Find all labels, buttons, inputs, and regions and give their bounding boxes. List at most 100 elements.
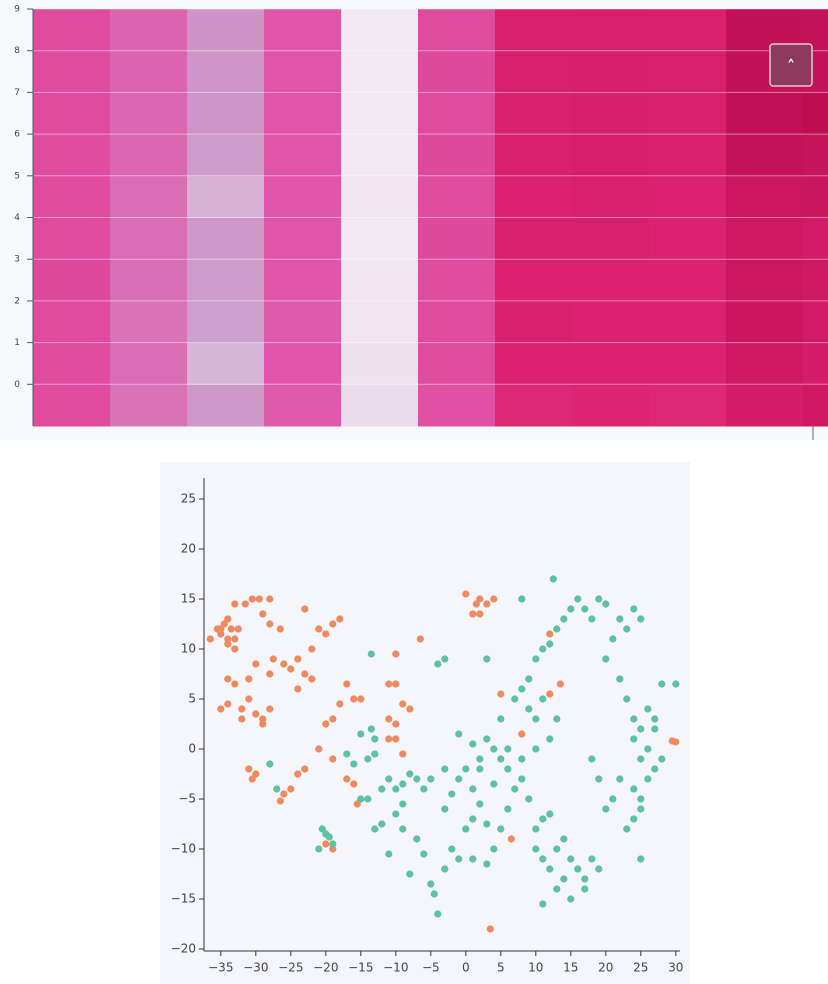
heatmap-cell [341, 9, 419, 52]
scatter-point [483, 655, 491, 663]
scatter-point [553, 625, 561, 633]
heatmap-cell [264, 384, 342, 427]
heatmap-cell [418, 300, 496, 344]
heatmap-cell [649, 259, 727, 302]
scroll-button-box[interactable] [769, 43, 813, 87]
heatmap-cell [726, 217, 804, 260]
scatter-point [672, 738, 680, 746]
heatmap-cell [264, 50, 342, 93]
scatter-panel [160, 462, 690, 984]
y-tick-label: 1 [14, 338, 20, 348]
scatter-point [448, 790, 456, 798]
scatter-point [462, 825, 470, 833]
scatter-point [672, 680, 680, 688]
scatter-point [266, 670, 274, 678]
scatter-point [469, 740, 477, 748]
heatmap-cell [33, 175, 111, 218]
scatter-point [476, 765, 484, 773]
scatter-point [532, 745, 540, 753]
scatter-point [224, 615, 232, 623]
scatter-point [511, 695, 519, 703]
scatter-point [602, 655, 610, 663]
scatter-point [329, 715, 337, 723]
scatter-point [227, 625, 235, 633]
y-tick-label: 4 [14, 213, 20, 223]
scatter-point [406, 870, 414, 878]
scatter-point [241, 600, 249, 608]
scatter-point [343, 775, 351, 783]
scatter-point [658, 755, 666, 763]
scroll-button[interactable]: ˄ [769, 43, 813, 87]
scatter-point [539, 645, 547, 653]
heatmap-cell [649, 217, 727, 260]
heatmap-cell [341, 300, 419, 344]
scatter-point [476, 755, 484, 763]
heatmap-cell [572, 342, 650, 385]
scatter-point [399, 800, 407, 808]
scatter-point [364, 755, 372, 763]
scatter-point [483, 820, 491, 828]
scatter-point [238, 705, 246, 713]
scatter-point [518, 775, 526, 783]
scatter-point [252, 660, 260, 668]
scatter-point [560, 875, 568, 883]
scatter-point [245, 695, 253, 703]
heatmap-cell [572, 175, 650, 218]
scatter-point [525, 795, 533, 803]
heatmap-cell [33, 92, 111, 135]
scatter-point [276, 797, 284, 805]
scatter-point [507, 835, 515, 843]
heatmap-cell [33, 300, 111, 344]
scroll-button-icon[interactable]: ˄ [787, 57, 795, 76]
scatter-point [280, 790, 288, 798]
heatmap-cell [341, 384, 419, 427]
heatmap-cell [33, 134, 111, 177]
y-tick-label: 7 [14, 88, 20, 98]
x-tick-label: −20 [313, 961, 338, 975]
heatmap-cell [33, 50, 111, 93]
scatter-point [595, 775, 603, 783]
scatter-point [483, 735, 491, 743]
y-tick-label: −5 [178, 792, 196, 806]
scatter-point [588, 615, 596, 623]
scatter-point [581, 875, 589, 883]
scatter-point [588, 855, 596, 863]
heatmap-cell [341, 134, 419, 177]
scatter-point [315, 845, 323, 853]
scatter-point [553, 845, 561, 853]
scatter-point [546, 865, 554, 873]
heatmap-cell [649, 9, 727, 52]
scatter-point [630, 785, 638, 793]
scatter-point [385, 735, 393, 743]
scatter-point [367, 650, 375, 658]
scatter-point [497, 690, 505, 698]
scatter-point [472, 600, 480, 608]
scatter-point [427, 880, 435, 888]
scatter-point [392, 720, 400, 728]
heatmap-cell [495, 50, 573, 93]
scatter-point [325, 833, 333, 841]
scatter-point [353, 800, 361, 808]
scatter-point [476, 610, 484, 618]
scatter-point [623, 625, 631, 633]
scatter-point [322, 720, 330, 728]
y-tick-label: 0 [14, 380, 20, 390]
scatter-point [518, 730, 526, 738]
scatter-point [644, 705, 652, 713]
scatter-point [637, 725, 645, 733]
scatter-point [220, 620, 228, 628]
scatter-point [539, 900, 547, 908]
scatter-point [273, 785, 281, 793]
scatter-point [441, 805, 449, 813]
heatmap-cell [572, 50, 650, 93]
scatter-point [350, 780, 358, 788]
scatter-point [556, 680, 564, 688]
y-tick-label: −20 [171, 942, 196, 956]
heatmap-cell [187, 92, 265, 135]
y-tick-label: 25 [181, 492, 196, 506]
heatmap-cell [495, 384, 573, 427]
scatter-point [224, 700, 232, 708]
scatter-point [434, 660, 442, 668]
heatmap-cell [33, 384, 111, 427]
scatter-point [329, 845, 337, 853]
